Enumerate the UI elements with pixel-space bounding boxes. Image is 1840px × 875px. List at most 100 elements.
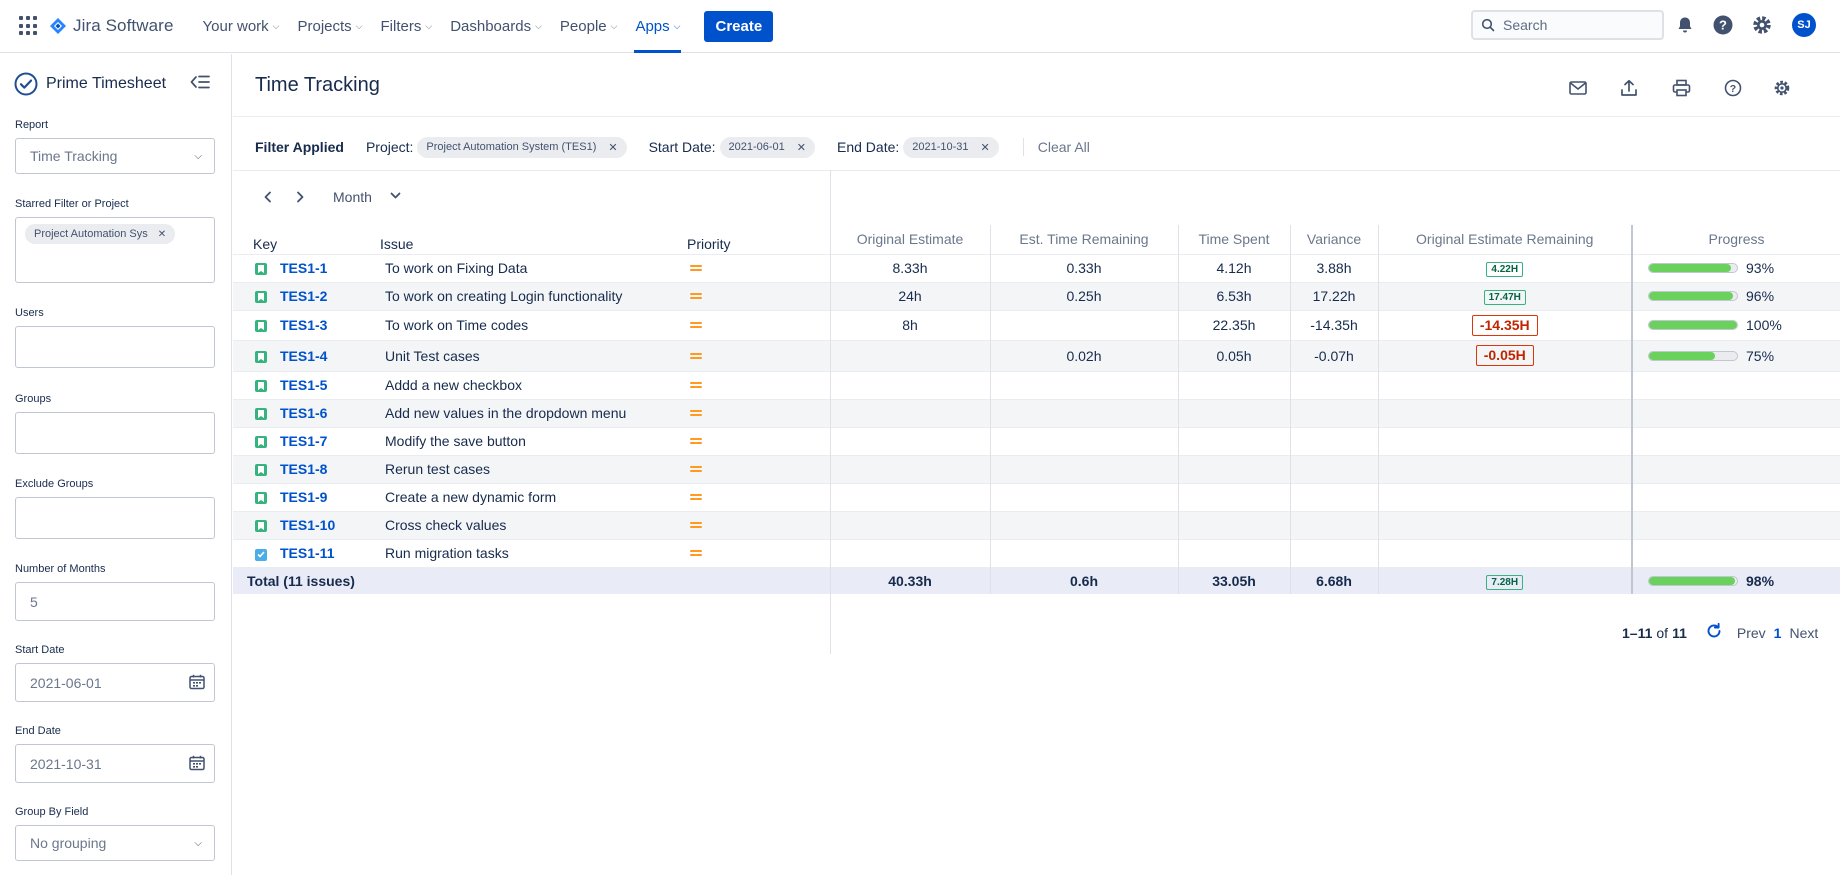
column-header-issue[interactable]: Issue [380, 235, 414, 252]
nav-dashboards[interactable]: Dashboards ⌵ [441, 0, 551, 53]
table-row[interactable]: TES1-11 Run migration tasks [233, 538, 1840, 567]
progress-bar [1648, 350, 1738, 361]
table-row[interactable]: TES1-5 Addd a new checkbox [233, 370, 1840, 399]
collapse-sidebar-icon[interactable] [190, 74, 210, 93]
issue-key-link[interactable]: TES1-1 [278, 253, 380, 282]
prev-page-button[interactable]: Prev [1736, 624, 1766, 641]
story-icon [255, 291, 267, 303]
column-header-original-estimate[interactable]: Original Estimate [829, 225, 990, 254]
table-row[interactable]: TES1-3 To work on Time codes 8h 22.35h -… [233, 309, 1840, 340]
notifications-bell-icon[interactable] [1674, 14, 1696, 36]
column-header-progress[interactable]: Progress [1631, 225, 1840, 254]
end-date-chip[interactable]: 2021-10-31 ✕ [903, 136, 999, 158]
page-number-button[interactable]: 1 [1773, 624, 1782, 641]
table-row[interactable]: TES1-9 Create a new dynamic form [233, 482, 1840, 511]
chevron-down-icon: ⌵ [673, 20, 681, 31]
nav-filters[interactable]: Filters ⌵ [372, 0, 442, 53]
original-estimate-cell [829, 339, 990, 371]
table-row[interactable]: TES1-10 Cross check values [233, 510, 1840, 539]
column-header-variance[interactable]: Variance [1289, 225, 1378, 254]
issue-key-link[interactable]: TES1-2 [278, 281, 380, 310]
print-icon[interactable] [1671, 78, 1691, 98]
export-icon[interactable] [1619, 78, 1639, 98]
remove-chip-icon[interactable]: ✕ [608, 141, 618, 154]
nav-people[interactable]: People ⌵ [551, 0, 627, 53]
remove-chip-icon[interactable]: ✕ [980, 141, 990, 154]
groups-field[interactable] [15, 412, 215, 454]
next-page-button[interactable]: Next [1789, 624, 1819, 641]
exclude-groups-field[interactable] [15, 497, 215, 539]
column-header-key[interactable]: Key [253, 235, 278, 252]
column-header-remaining[interactable]: Est. Time Remaining [989, 225, 1178, 254]
column-header-oer[interactable]: Original Estimate Remaining [1377, 225, 1632, 254]
priority-medium-icon [690, 464, 702, 474]
group-by-select[interactable]: No grouping ⌵ [15, 825, 215, 861]
chevron-left-icon[interactable] [255, 191, 281, 203]
app-switcher-icon[interactable] [19, 16, 39, 36]
original-estimate-cell: 24h [829, 281, 990, 310]
column-header-time-spent[interactable]: Time Spent [1177, 225, 1290, 254]
issue-summary: To work on Fixing Data [380, 253, 687, 282]
calendar-icon[interactable] [188, 754, 206, 775]
table-row[interactable]: TES1-2 To work on creating Login functio… [233, 281, 1840, 310]
email-icon[interactable] [1568, 78, 1588, 98]
settings-gear-icon[interactable] [1751, 14, 1773, 36]
end-date-input[interactable]: 2021-10-31 [15, 744, 215, 783]
issue-key-link[interactable]: TES1-4 [278, 339, 380, 371]
users-field[interactable] [15, 326, 215, 368]
refresh-icon[interactable] [1705, 622, 1723, 643]
jira-diamond-icon [50, 18, 66, 34]
remove-chip-icon[interactable]: ✕ [796, 141, 806, 154]
help-circle-icon[interactable]: ? [1723, 78, 1743, 98]
time-spent-cell: 22.35h [1177, 309, 1290, 340]
table-row[interactable]: TES1-4 Unit Test cases 0.02h 0.05h -0.07… [233, 339, 1840, 371]
jira-logo[interactable]: Jira Software [49, 16, 174, 36]
table-row[interactable]: TES1-8 Rerun test cases [233, 454, 1840, 483]
starred-project-chip[interactable]: Project Automation Sys ✕ [25, 224, 176, 244]
help-icon[interactable]: ? [1712, 14, 1734, 36]
chevron-right-icon[interactable] [287, 191, 313, 203]
start-date-input[interactable]: 2021-06-01 [15, 663, 215, 702]
time-spent-cell: 0.05h [1177, 339, 1290, 371]
issue-key-link[interactable]: TES1-6 [278, 398, 380, 427]
end-date-label: End Date [15, 725, 61, 737]
issue-key-link[interactable]: TES1-8 [278, 454, 380, 483]
start-date-chip[interactable]: 2021-06-01 ✕ [719, 136, 815, 158]
sidebar-title: Prime Timesheet [46, 75, 167, 92]
remove-chip-icon[interactable]: ✕ [157, 228, 167, 240]
settings-icon[interactable] [1772, 78, 1792, 98]
period-select[interactable]: Month [333, 189, 372, 205]
nav-apps[interactable]: Apps ⌵ [626, 0, 689, 53]
issue-key-link[interactable]: TES1-7 [278, 426, 380, 455]
issue-summary: Rerun test cases [380, 454, 687, 483]
chip-label: 2021-10-31 [912, 141, 969, 153]
starred-filter-field[interactable]: Project Automation Sys ✕ [15, 217, 215, 283]
issue-summary: Run migration tasks [380, 538, 687, 567]
search-input[interactable]: Search [1471, 10, 1664, 40]
months-input[interactable]: 5 [15, 582, 215, 621]
clear-all-link[interactable]: Clear All [1037, 139, 1090, 155]
total-progress-bar [1648, 575, 1738, 586]
create-button[interactable]: Create [704, 10, 774, 42]
issue-key-link[interactable]: TES1-5 [278, 370, 380, 399]
chevron-down-icon[interactable] [390, 192, 401, 203]
nav-label: Dashboards [450, 17, 532, 35]
nav-your-work[interactable]: Your work ⌵ [194, 0, 289, 53]
pagination: 1–11 of 11 Prev 1 Next [1622, 622, 1818, 643]
report-select[interactable]: Time Tracking ⌵ [15, 138, 215, 174]
table-row[interactable]: TES1-7 Modify the save button [233, 426, 1840, 455]
table-row[interactable]: TES1-1 To work on Fixing Data 8.33h 0.33… [233, 253, 1840, 282]
table-row[interactable]: TES1-6 Add new values in the dropdown me… [233, 398, 1840, 427]
user-avatar[interactable]: SJ [1792, 13, 1816, 37]
column-header-priority[interactable]: Priority [687, 235, 731, 252]
oer-badge: 4.22H [1486, 262, 1524, 277]
issue-key-link[interactable]: TES1-3 [278, 309, 380, 340]
story-icon [255, 520, 267, 532]
issue-key-link[interactable]: TES1-10 [278, 510, 380, 539]
oer-badge: 17.47H [1483, 290, 1526, 305]
issue-key-link[interactable]: TES1-11 [278, 538, 380, 567]
calendar-icon[interactable] [188, 673, 206, 694]
nav-projects[interactable]: Projects ⌵ [289, 0, 372, 53]
project-filter-chip[interactable]: Project Automation System (TES1) ✕ [417, 136, 627, 158]
issue-key-link[interactable]: TES1-9 [278, 482, 380, 511]
